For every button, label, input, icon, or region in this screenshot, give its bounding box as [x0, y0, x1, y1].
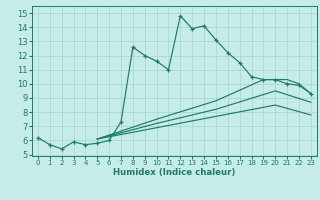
X-axis label: Humidex (Indice chaleur): Humidex (Indice chaleur) [113, 168, 236, 177]
